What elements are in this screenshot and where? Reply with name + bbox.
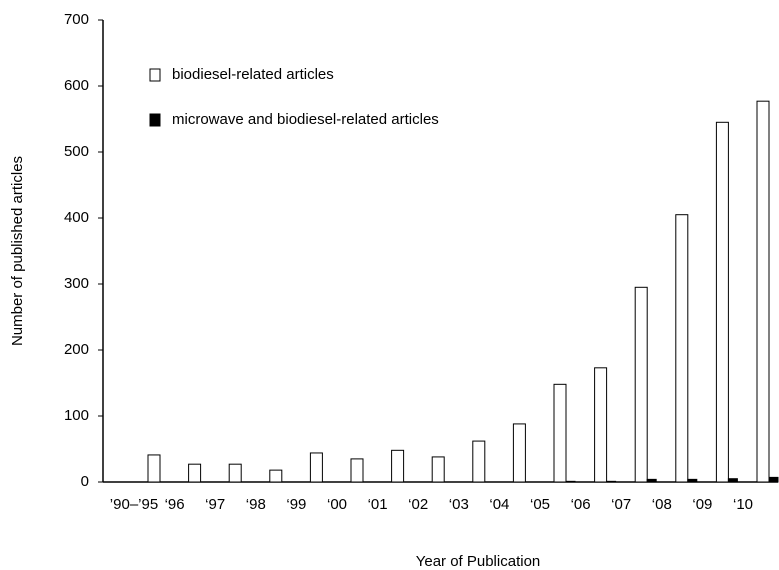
y-tick-label: 700	[64, 11, 89, 28]
bar	[431, 456, 445, 483]
legend-label: biodiesel-related articles	[172, 66, 334, 83]
bar	[727, 478, 738, 483]
bar	[606, 480, 617, 483]
y-tick-label: 500	[64, 143, 89, 160]
bar	[687, 478, 698, 483]
x-tick-label: ‘97	[205, 496, 225, 513]
bar	[715, 121, 729, 483]
legend-label: microwave and biodiesel-related articles	[172, 111, 439, 128]
bar	[594, 367, 608, 483]
bar	[768, 476, 779, 483]
y-tick-label: 300	[64, 275, 89, 292]
y-tick-label: 400	[64, 209, 89, 226]
x-tick-label: ‘02	[408, 496, 428, 513]
x-tick-label: ‘08	[652, 496, 672, 513]
x-tick-label: ‘07	[611, 496, 631, 513]
bar	[675, 214, 689, 483]
bar	[309, 452, 323, 483]
x-tick-label: ‘96	[165, 496, 185, 513]
y-axis-label: Number of published articles	[9, 156, 26, 346]
y-tick-label: 600	[64, 77, 89, 94]
bar	[147, 454, 161, 483]
bar	[553, 383, 567, 483]
bar	[350, 458, 364, 483]
x-tick-label: ‘09	[692, 496, 712, 513]
x-tick-label: ‘01	[368, 496, 388, 513]
bar	[188, 463, 202, 483]
bar	[756, 100, 770, 483]
x-tick-label: ‘06	[571, 496, 591, 513]
bar	[269, 469, 283, 483]
x-tick-label: ‘05	[530, 496, 550, 513]
y-tick-label: 200	[64, 341, 89, 358]
bar	[512, 423, 526, 483]
x-tick-label: ‘98	[246, 496, 266, 513]
bar	[646, 478, 657, 483]
bar	[228, 463, 242, 483]
bar	[634, 286, 648, 483]
bar	[565, 480, 576, 483]
x-tick-label: ‘10	[733, 496, 753, 513]
x-tick-label: ‘04	[489, 496, 509, 513]
legend-swatch	[149, 113, 161, 127]
bar	[391, 449, 405, 483]
x-tick-label: ‘00	[327, 496, 347, 513]
x-tick-label: ‘99	[286, 496, 306, 513]
x-tick-label: ‘03	[449, 496, 469, 513]
legend-swatch	[149, 68, 161, 82]
y-tick-label: 0	[81, 473, 89, 490]
x-axis-label: Year of Publication	[416, 553, 541, 570]
y-tick-label: 100	[64, 407, 89, 424]
x-tick-label: ’90–’95	[110, 496, 158, 513]
bar	[472, 440, 486, 483]
